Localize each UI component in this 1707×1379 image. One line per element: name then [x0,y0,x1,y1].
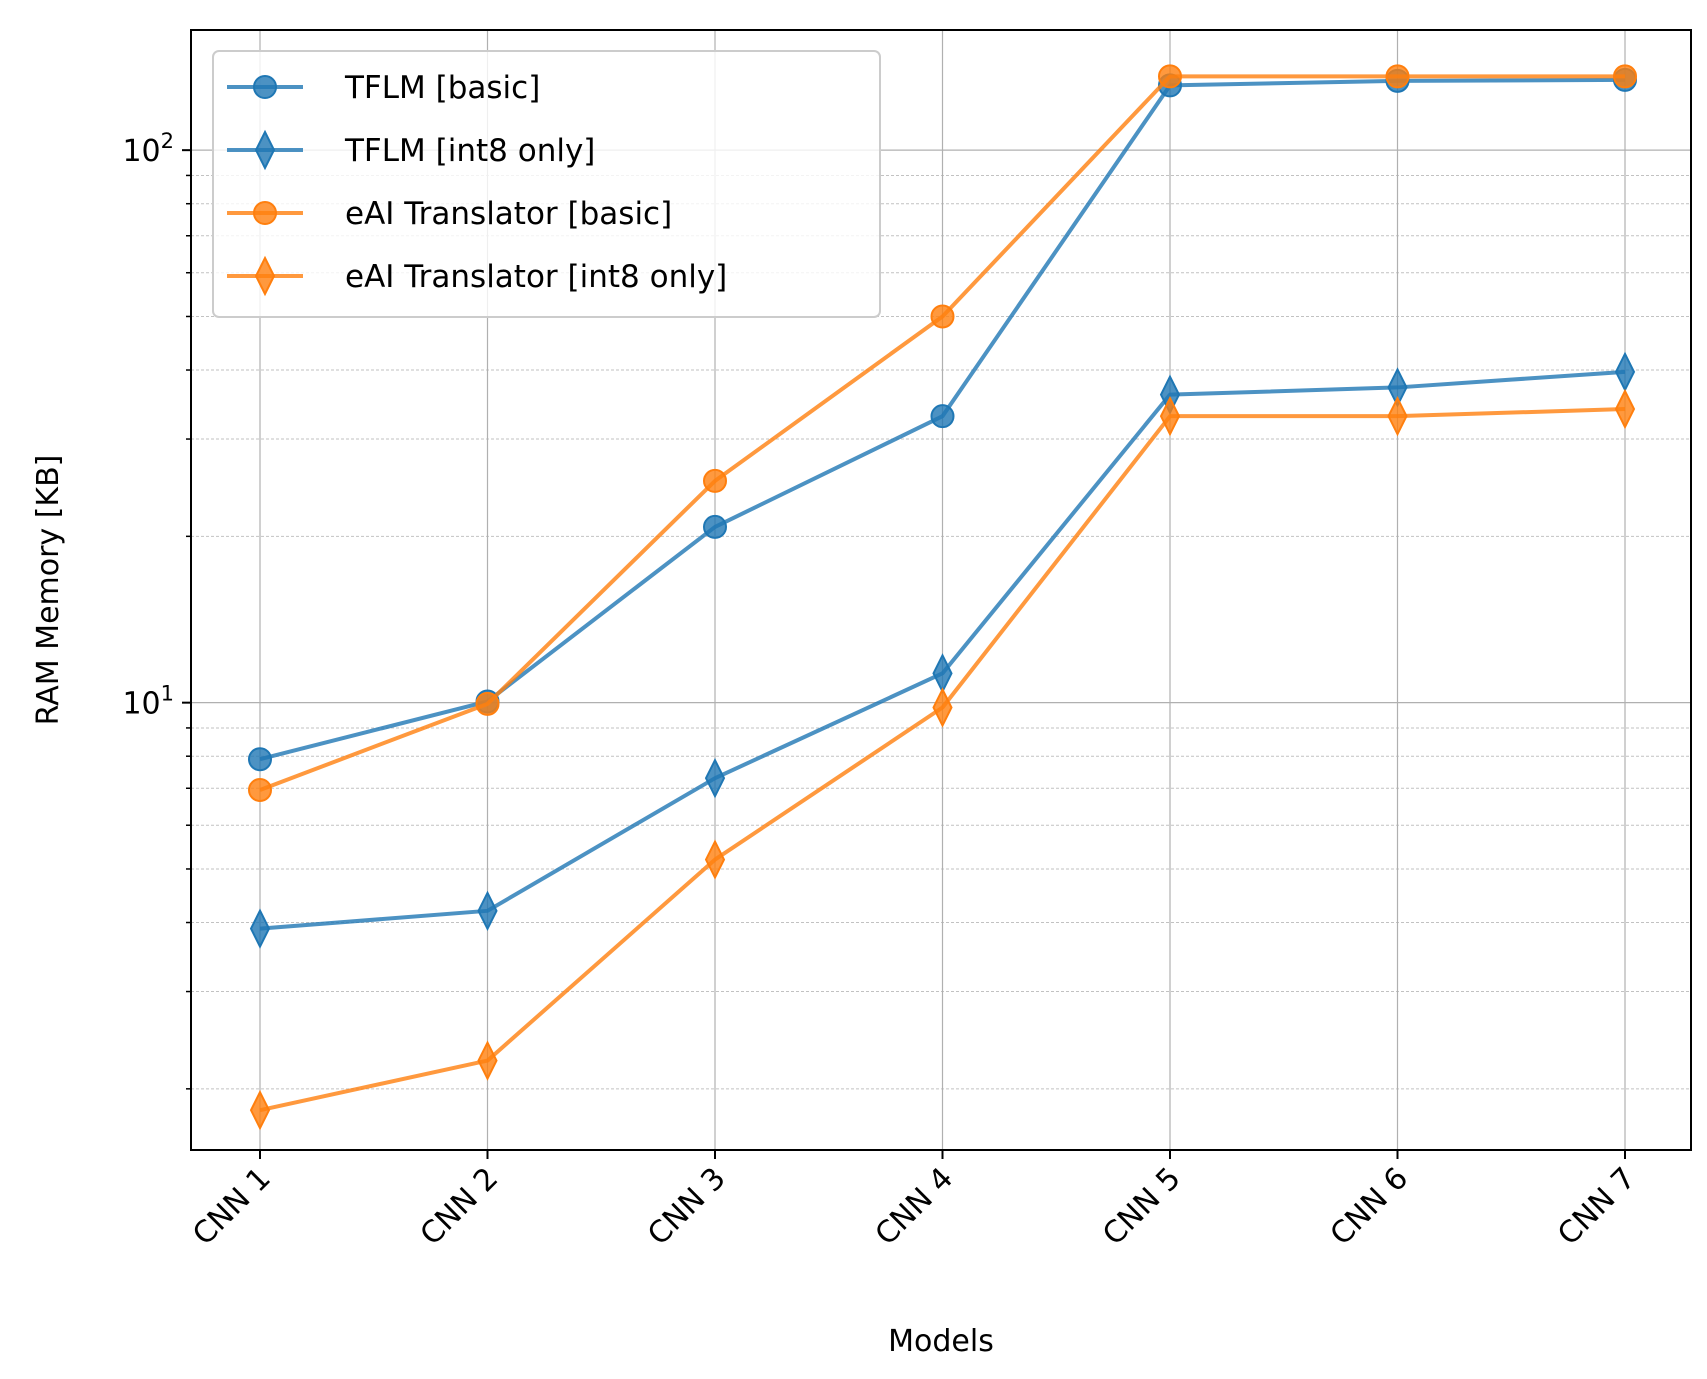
legend-entry: TFLM [int8 only] [227,129,595,171]
data-point [1613,64,1637,89]
grid-layer [191,30,1691,1150]
y-tick-label: 102 [122,129,174,169]
legend-label: eAI Translator [basic] [345,196,672,232]
data-point [1614,388,1636,430]
legend-entry: eAI Translator [basic] [227,196,672,232]
legend-label: eAI Translator [int8 only] [345,259,727,295]
data-point [930,304,955,329]
legend-marker [253,201,277,225]
data-point [249,1089,271,1131]
legend-frame [212,50,881,318]
legend-marker [254,129,276,171]
data-point [1387,395,1408,437]
data-point [704,839,726,880]
data-point [703,468,727,493]
legend-label: TFLM [basic] [344,70,540,106]
legend-entry: eAI Translator [int8 only] [227,255,727,297]
legend-label: TFLM [int8 only] [344,133,595,169]
data-point [248,747,272,772]
legend-marker [253,75,277,99]
legend-items: TFLM [basic] TFLM [int8 only] eAI Translat… [227,70,727,297]
data-point [248,777,272,802]
data-point [249,908,271,949]
data-point [1158,64,1182,89]
y-axis-label: RAM Memory [KB] [31,455,66,726]
series-2 [249,351,1636,949]
data-point [930,404,955,429]
legend-marker [254,255,276,297]
data-point [477,1040,498,1081]
y-tick-label: 101 [122,682,174,722]
data-point [475,691,500,716]
data-point [477,890,498,932]
legend-entry: TFLM [basic] [227,70,540,106]
data-point [704,757,726,799]
series-layer [248,64,1637,1131]
data-point [1159,395,1181,437]
series-4 [249,388,1636,1131]
series-3 [248,64,1637,802]
x-axis-label: Models [888,1324,994,1359]
data-point [932,687,953,728]
data-point [703,514,727,539]
data-point [1385,64,1410,89]
legend: TFLM [basic] TFLM [int8 only] eAI Translat… [212,50,881,318]
plot-frame [190,29,1692,1151]
